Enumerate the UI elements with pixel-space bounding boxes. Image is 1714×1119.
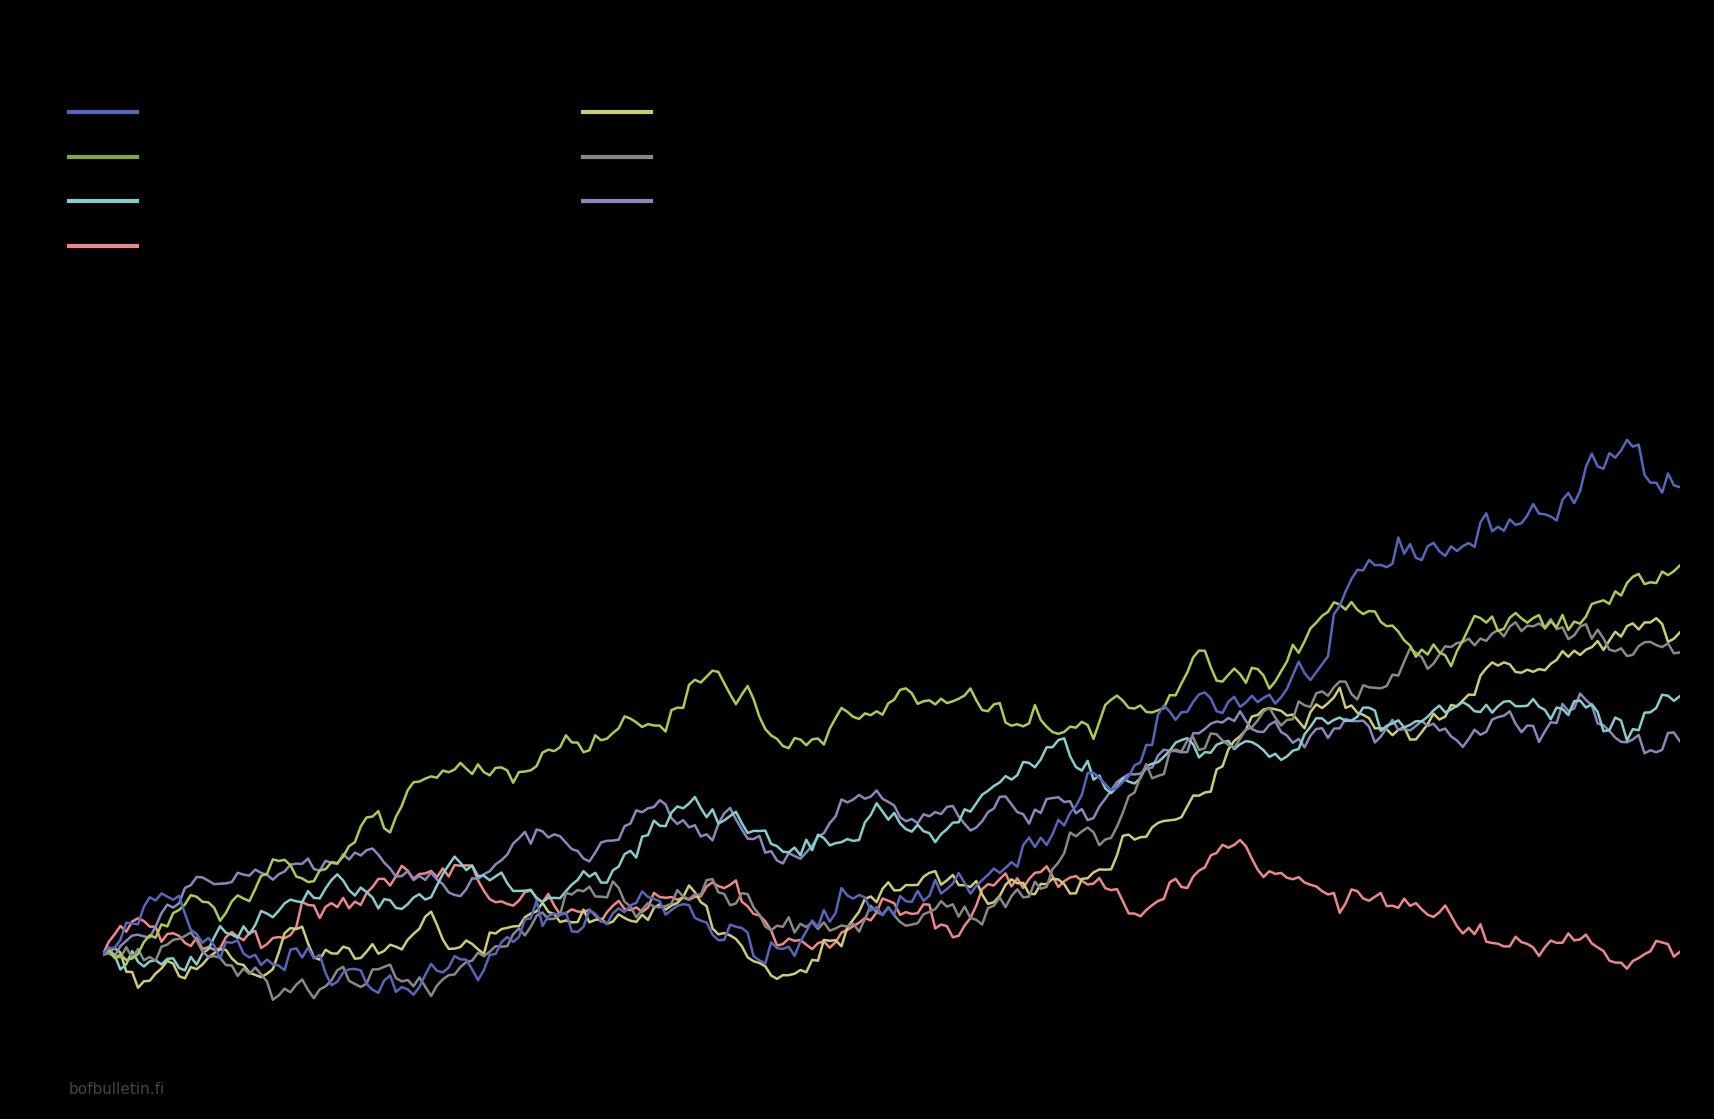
Text: bofbulletin.fi: bofbulletin.fi xyxy=(69,1082,165,1097)
